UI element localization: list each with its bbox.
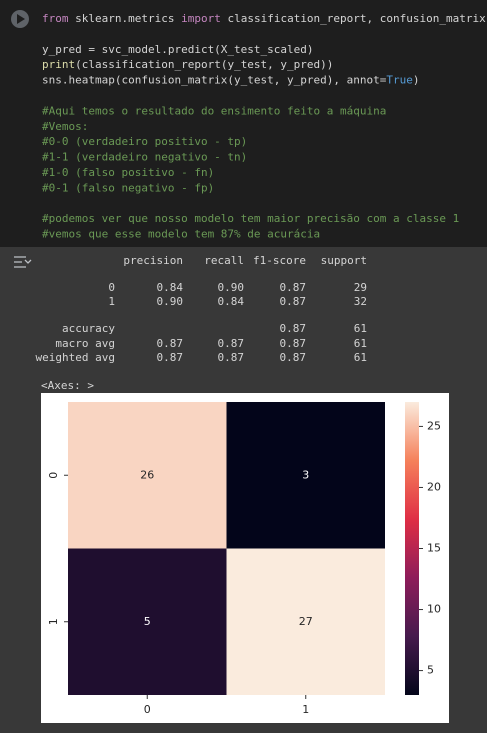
code-token: #podemos ver que nosso modelo tem maior … <box>42 212 459 225</box>
output-icon[interactable] <box>14 256 32 268</box>
report-cell: 61 <box>354 337 367 350</box>
report-cell: 0 <box>108 281 115 294</box>
code-token: #vemos que esse modelo tem 87% de acurác… <box>42 228 320 241</box>
report-cell: 0.84 <box>157 281 184 294</box>
report-cell: 0.84 <box>218 295 245 308</box>
report-cell: 0.87 <box>280 351 307 364</box>
code-token: #1-0 (falso positivo - fn) <box>42 166 214 179</box>
cell-annotation: 5 <box>144 615 151 628</box>
report-header: support <box>321 254 367 267</box>
report-header: recall <box>204 254 244 267</box>
code-token: from <box>42 12 69 25</box>
code-token: #Aqui temos o resultado do ensimento fei… <box>42 104 386 117</box>
heat-cell <box>226 402 385 549</box>
code-token: #1-1 (verdadeiro negativo - tn) <box>42 151 247 164</box>
code-line: #vemos que esse modelo tem 87% de acurác… <box>42 228 320 241</box>
heat-cell <box>226 548 385 695</box>
code-token: sns.heatmap(confusion_matrix(y_test, y_p… <box>42 74 387 87</box>
report-cell: 0.87 <box>280 322 307 335</box>
code-token: classification_report, confusion_matrix <box>221 12 486 25</box>
code-token: sklearn.metrics <box>69 12 182 25</box>
axes-repr: <Axes: > <box>41 379 94 392</box>
code-token: import <box>181 12 221 25</box>
code-token: #Vemos: <box>42 120 88 133</box>
code-line: #0-1 (falso negativo - fp) <box>42 181 214 194</box>
report-cell: 0.87 <box>280 281 307 294</box>
code-line: print(classification_report(y_test, y_pr… <box>42 58 333 71</box>
colorbar-tick-label: 10 <box>427 603 441 616</box>
heat-cell <box>68 548 227 695</box>
colorbar-tick-label: 25 <box>427 419 441 432</box>
code-line: from sklearn.metrics import classificati… <box>42 12 486 25</box>
report-cell: 0.87 <box>157 337 184 350</box>
report-cell: 0.87 <box>280 337 307 350</box>
report-cell: 0.87 <box>218 337 245 350</box>
code-line: #Vemos: <box>42 120 88 133</box>
colorbar-tick-label: 5 <box>427 664 434 677</box>
report-cell: 0.90 <box>157 295 184 308</box>
run-button[interactable] <box>11 10 29 28</box>
y-tick-label: 1 <box>47 618 60 625</box>
code-line: y_pred = svc_model.predict(X_test_scaled… <box>42 43 314 56</box>
heat-cell <box>68 402 227 549</box>
report-cell: 0.90 <box>218 281 245 294</box>
report-cell: 32 <box>354 295 367 308</box>
code-token: ) <box>413 74 420 87</box>
code-token: y_pred = svc_model.predict(X_test_scaled… <box>42 43 314 56</box>
code-token: (classification_report(y_test, y_pred)) <box>75 58 333 71</box>
code-line: #Aqui temos o resultado do ensimento fei… <box>42 104 386 117</box>
code-token: #0-1 (falso negativo - fp) <box>42 181 214 194</box>
report-cell: weighted avg <box>36 351 115 364</box>
report-cell: macro avg <box>55 337 115 350</box>
report-cell: 0.87 <box>280 295 307 308</box>
x-tick-label: 0 <box>144 703 151 716</box>
report-cell: accuracy <box>62 322 115 335</box>
code-token: #0-0 (verdadeiro positivo - tp) <box>42 135 247 148</box>
code-line: #1-0 (falso positivo - fn) <box>42 166 214 179</box>
report-cell: 0.87 <box>157 351 184 364</box>
colorbar-tick-label: 15 <box>427 542 441 555</box>
report-cell: 61 <box>354 351 367 364</box>
report-cell: 0.87 <box>218 351 245 364</box>
cell-annotation: 3 <box>302 468 309 481</box>
code-line: sns.heatmap(confusion_matrix(y_test, y_p… <box>42 74 420 87</box>
code-line: #1-1 (verdadeiro negativo - tn) <box>42 151 247 164</box>
code-line: #podemos ver que nosso modelo tem maior … <box>42 212 459 225</box>
cell-annotation: 26 <box>140 468 154 481</box>
cell-annotation: 27 <box>299 615 313 628</box>
colorbar <box>405 402 419 695</box>
report-header: f1-score <box>253 254 306 267</box>
code-token: print <box>42 58 75 71</box>
report-cell: 1 <box>108 295 115 308</box>
x-tick-label: 1 <box>302 703 309 716</box>
report-cell: 29 <box>354 281 367 294</box>
code-line: #0-0 (verdadeiro positivo - tp) <box>42 135 247 148</box>
report-cell: 61 <box>354 322 367 335</box>
colorbar-tick-label: 20 <box>427 480 441 493</box>
y-tick-label: 0 <box>47 472 60 479</box>
code-token: True <box>386 74 413 87</box>
report-header: precision <box>123 254 183 267</box>
code-cell <box>0 0 487 247</box>
